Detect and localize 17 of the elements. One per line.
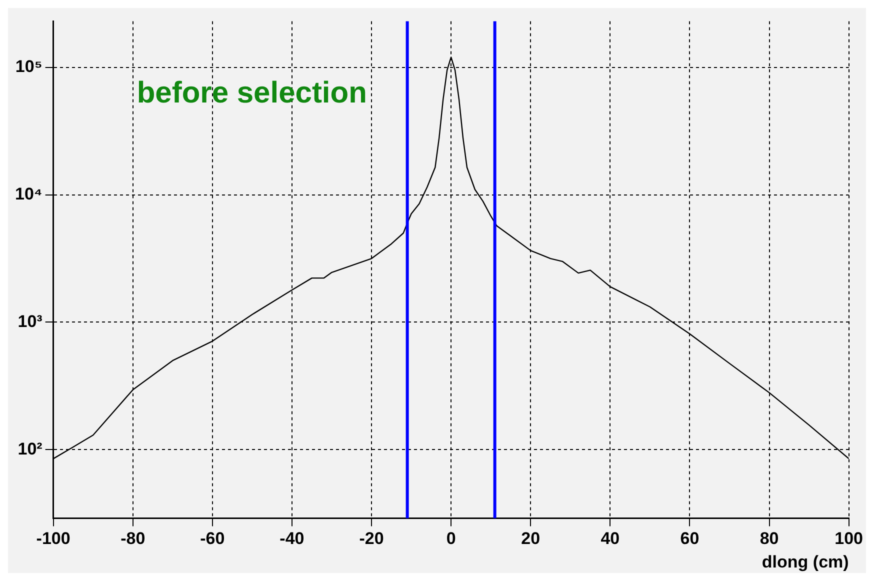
x-tick-label: -80: [120, 529, 146, 548]
x-tick-label: -40: [280, 529, 304, 548]
y-tick-label: 10²: [18, 439, 43, 458]
x-tick-label: -60: [200, 529, 225, 548]
x-tick-label: -20: [359, 529, 384, 548]
x-tick-label: 40: [600, 529, 620, 548]
y-tick-label: 10⁴: [14, 184, 42, 204]
x-tick-label: 80: [760, 529, 779, 548]
x-tick-label: 60: [680, 529, 700, 548]
x-tick-label: 0: [446, 529, 456, 548]
y-tick-label: 10⁵: [15, 56, 42, 76]
x-tick-label: -100: [36, 529, 70, 548]
x-tick-label: 20: [521, 529, 540, 548]
x-axis-title: dlong (cm): [762, 552, 849, 572]
x-tick-label: 100: [834, 529, 864, 548]
y-tick-label: 10³: [18, 312, 43, 331]
annotation: before selection: [136, 76, 367, 110]
